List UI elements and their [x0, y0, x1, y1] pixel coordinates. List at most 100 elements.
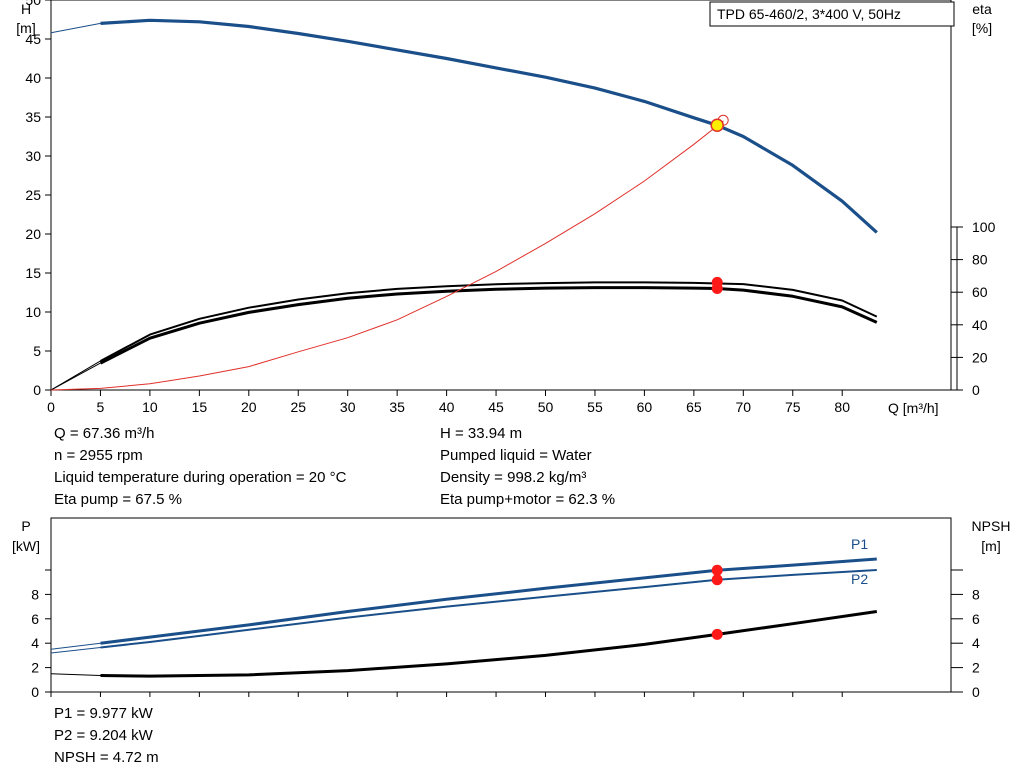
y2-axis-label-eta: eta	[972, 1, 992, 17]
npsh-tick-label: 2	[972, 660, 980, 676]
npsh-duty-marker	[711, 628, 723, 640]
y2-axis-unit-npsh: [m]	[981, 538, 1000, 554]
y-tick-label: 40	[25, 70, 41, 86]
y-tick-label: 30	[25, 148, 41, 164]
power-axes-ticks: 0 2 4 6 8 0 2 4 6 8	[31, 569, 980, 700]
x-tick-label: 30	[340, 399, 356, 415]
x-tick-label: 45	[488, 399, 504, 415]
y-axis-label-power: P	[21, 518, 30, 534]
speed-readout: n = 2955 rpm	[54, 447, 143, 464]
eta-pump-motor-readout: Eta pump+motor = 62.3 %	[440, 491, 616, 508]
head-curves	[50, 18, 878, 391]
p2-curve-extension	[50, 647, 101, 654]
p1-duty-marker	[711, 564, 723, 576]
duty-point-markers-lower	[711, 564, 723, 640]
power-tick-label: 6	[31, 611, 39, 627]
y2-axis-unit-eta: [%]	[972, 20, 992, 36]
p2-readout: P2 = 9.204 kW	[54, 727, 153, 744]
npsh-tick-label: 4	[972, 635, 980, 651]
y-axis-label-head: H	[21, 1, 31, 17]
x-tick-label: 50	[538, 399, 554, 415]
y2-axis-label-npsh: NPSH	[972, 518, 1011, 534]
y-tick-label: 10	[25, 304, 41, 320]
x-tick-label: 60	[637, 399, 653, 415]
head-plot-frame	[50, 0, 952, 391]
y-tick-label: 5	[33, 343, 41, 359]
series-label-p1: P1	[851, 536, 868, 552]
readout-right: H = 33.94 m Pumped liquid = Water Densit…	[440, 423, 615, 511]
x-tick-label: 55	[587, 399, 603, 415]
liquid-readout: Pumped liquid = Water	[440, 447, 592, 464]
x-tick-label: 5	[97, 399, 105, 415]
y-tick-label: 15	[25, 265, 41, 281]
eta-pump-motor-marker	[711, 282, 723, 294]
y2-tick-label: 40	[972, 317, 988, 333]
density-readout: Density = 998.2 kg/m³	[440, 469, 587, 486]
power-plot-frame	[50, 517, 952, 693]
y2-tick-label: 100	[972, 219, 996, 235]
readout-power: P1 = 9.977 kW P2 = 9.204 kW NPSH = 4.72 …	[54, 703, 159, 769]
y2-tick-label: 80	[972, 252, 988, 268]
y-tick-label: 20	[25, 226, 41, 242]
x-tick-label: 20	[241, 399, 257, 415]
npsh-curve	[100, 610, 878, 678]
npsh-readout: NPSH = 4.72 m	[54, 749, 159, 766]
power-npsh-panel: 0 2 4 6 8 0 2 4 6 8 P [kW] NPSH [m] P1 P2	[12, 517, 1011, 700]
series-label-p2: P2	[851, 571, 868, 587]
flow-readout: Q = 67.36 m³/h	[54, 425, 155, 442]
system-curve	[50, 120, 724, 391]
p1-curve	[100, 557, 877, 645]
y2-tick-label: 0	[972, 382, 980, 398]
p2-curve	[100, 569, 877, 649]
y2-tick-label: 60	[972, 284, 988, 300]
power-curves	[50, 557, 878, 678]
head-curve	[100, 18, 878, 234]
operating-point-marker	[710, 118, 724, 133]
eta-pump-curve	[100, 281, 878, 362]
temperature-readout: Liquid temperature during operation = 20…	[54, 469, 347, 486]
eta-pump-readout: Eta pump = 67.5 %	[54, 491, 182, 508]
y-axis-unit-power: [kW]	[12, 538, 40, 554]
x-tick-label: 15	[192, 399, 208, 415]
npsh-tick-label: 6	[972, 611, 980, 627]
power-tick-label: 4	[31, 635, 39, 651]
x-tick-label: 10	[142, 399, 158, 415]
p2-duty-marker	[711, 574, 723, 586]
p1-curve-extension	[50, 642, 101, 650]
x-tick-label: 25	[290, 399, 306, 415]
npsh-curve-extension	[50, 673, 101, 676]
chart-title-box: TPD 65-460/2, 3*400 V, 50Hz	[709, 1, 955, 27]
x-tick-label: 75	[785, 399, 801, 415]
x-axis-label: Q [m³/h]	[888, 400, 939, 416]
npsh-tick-label: 0	[972, 684, 980, 700]
title-box	[709, 1, 955, 27]
y-axis-unit-head: [m]	[16, 20, 35, 36]
p1-readout: P1 = 9.977 kW	[54, 705, 153, 722]
duty-point-markers	[710, 114, 729, 294]
head-axes-ticks: 0 5 10 15 20 25 30 35 40 45 50 55 60 65 70 75 80 0 5 10 15 20…	[25, 0, 996, 415]
readout-left: Q = 67.36 m³/h n = 2955 rpm Liquid tempe…	[54, 423, 346, 511]
head-curve-extension	[50, 22, 101, 34]
head-readout: H = 33.94 m	[440, 425, 523, 442]
eta-pump-motor-curve	[99, 286, 878, 365]
y-tick-label: 50	[25, 0, 41, 8]
power-tick-label: 8	[31, 586, 39, 602]
power-tick-label: 0	[31, 684, 39, 700]
x-tick-label: 65	[686, 399, 702, 415]
x-tick-label: 70	[736, 399, 752, 415]
y-tick-label: 35	[25, 109, 41, 125]
x-tick-label: 0	[47, 399, 55, 415]
chart-title: TPD 65-460/2, 3*400 V, 50Hz	[717, 6, 901, 22]
y2-tick-label: 20	[972, 349, 988, 365]
x-tick-label: 35	[389, 399, 405, 415]
eta-curve-extension	[50, 360, 101, 391]
head-efficiency-panel: 0 5 10 15 20 25 30 35 40 45 50 55 60 65 70 75 80 0 5 10 15 20…	[16, 0, 996, 416]
power-tick-label: 2	[31, 660, 39, 676]
y-tick-label: 45	[25, 31, 41, 47]
npsh-tick-label: 8	[972, 586, 980, 602]
y-tick-label: 0	[33, 382, 41, 398]
y-tick-label: 25	[25, 187, 41, 203]
x-tick-label: 40	[439, 399, 455, 415]
x-tick-label: 80	[834, 399, 850, 415]
